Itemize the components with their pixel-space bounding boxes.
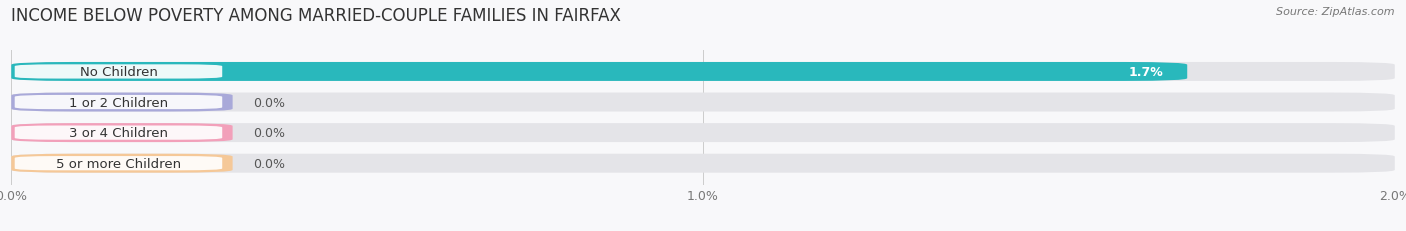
FancyBboxPatch shape xyxy=(11,154,1395,173)
FancyBboxPatch shape xyxy=(11,93,232,112)
FancyBboxPatch shape xyxy=(11,154,232,173)
Text: 0.0%: 0.0% xyxy=(253,157,285,170)
FancyBboxPatch shape xyxy=(14,126,222,140)
Text: No Children: No Children xyxy=(80,66,157,79)
Text: 5 or more Children: 5 or more Children xyxy=(56,157,181,170)
FancyBboxPatch shape xyxy=(14,156,222,170)
FancyBboxPatch shape xyxy=(11,63,1395,82)
FancyBboxPatch shape xyxy=(11,63,1187,82)
Text: 0.0%: 0.0% xyxy=(253,96,285,109)
FancyBboxPatch shape xyxy=(11,124,1395,143)
Text: 3 or 4 Children: 3 or 4 Children xyxy=(69,127,167,140)
Text: Source: ZipAtlas.com: Source: ZipAtlas.com xyxy=(1277,7,1395,17)
Text: INCOME BELOW POVERTY AMONG MARRIED-COUPLE FAMILIES IN FAIRFAX: INCOME BELOW POVERTY AMONG MARRIED-COUPL… xyxy=(11,7,621,25)
FancyBboxPatch shape xyxy=(14,95,222,110)
FancyBboxPatch shape xyxy=(11,124,232,143)
Text: 1.7%: 1.7% xyxy=(1129,66,1163,79)
Text: 1 or 2 Children: 1 or 2 Children xyxy=(69,96,169,109)
FancyBboxPatch shape xyxy=(11,93,1395,112)
Text: 0.0%: 0.0% xyxy=(253,127,285,140)
FancyBboxPatch shape xyxy=(14,65,222,79)
